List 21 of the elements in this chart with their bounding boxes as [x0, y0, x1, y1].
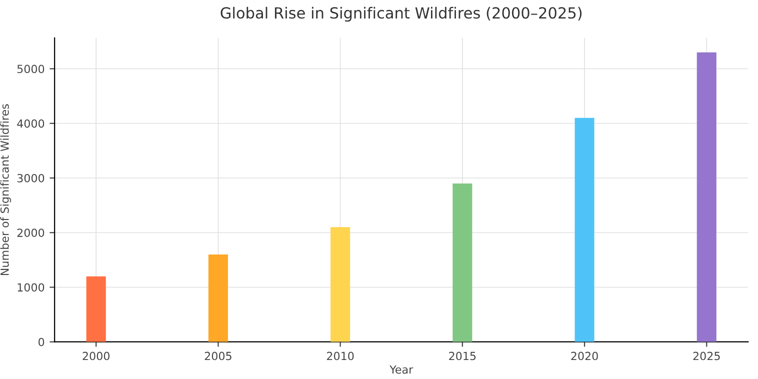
- y-tick-label: 0: [38, 338, 44, 346]
- y-tick-label: 2000: [17, 228, 44, 237]
- y-tick-label: 3000: [17, 174, 44, 182]
- bar: [574, 118, 594, 342]
- x-tick-label: 2015: [449, 352, 476, 360]
- y-axis-title: Number of Significant Wildfires: [0, 104, 12, 276]
- y-tick-label: 5000: [17, 64, 44, 74]
- bar: [330, 227, 350, 342]
- chart-title: Global Rise in Significant Wildfires (2000–2025): [220, 6, 582, 22]
- bar: [452, 183, 472, 342]
- x-tick-label: 2000: [82, 352, 110, 360]
- y-tick-label: 1000: [18, 283, 44, 292]
- x-tick-label: 2025: [693, 352, 720, 360]
- bar: [208, 254, 228, 342]
- y-tick-label: 4000: [17, 119, 44, 128]
- x-tick-label: 2010: [326, 352, 354, 360]
- x-axis-title: Year: [390, 365, 414, 374]
- x-tick-label: 2005: [204, 352, 232, 360]
- bar: [86, 276, 106, 342]
- bar: [696, 52, 716, 342]
- x-tick-label: 2020: [571, 352, 598, 360]
